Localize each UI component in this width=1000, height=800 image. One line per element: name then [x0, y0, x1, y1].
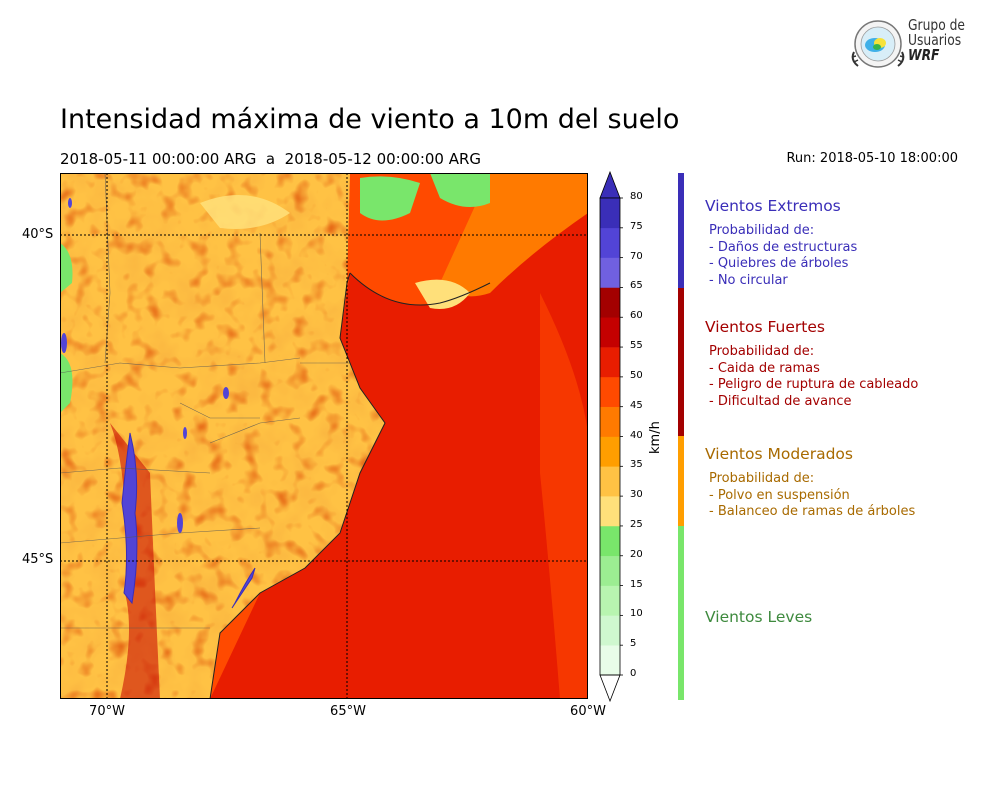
colorbar-tick-label: 65 — [630, 280, 643, 292]
colorbar-segment — [600, 436, 620, 467]
category-line: - Daños de estructuras — [709, 240, 858, 255]
category-line: Probabilidad de: — [709, 344, 815, 359]
logo-text: Grupo de Usuarios WRF — [908, 18, 965, 63]
category-line: - Peligro de ruptura de cableado — [709, 377, 919, 392]
colorbar-segment — [600, 317, 620, 348]
low-wind-area-coast — [415, 279, 470, 309]
colorbar — [599, 170, 623, 703]
colorbar-segment — [600, 496, 620, 527]
colorbar-tick-label: 40 — [630, 429, 643, 441]
colorbar-segment — [600, 376, 620, 407]
category-title-extremos: Vientos Extremos — [705, 197, 841, 215]
low-wind-area-north — [360, 176, 420, 221]
extreme-wind-coast — [231, 567, 256, 609]
colorbar-segment — [600, 555, 620, 586]
ocean-area — [210, 193, 588, 699]
colorbar-over-arrow — [599, 170, 621, 199]
lon-label-65w: 65°W — [330, 704, 366, 719]
band-leves — [678, 526, 684, 700]
category-title-moderados: Vientos Moderados — [705, 445, 853, 463]
lon-label-70w: 70°W — [89, 704, 125, 719]
coastline — [209, 272, 491, 699]
category-line: - Quiebres de árboles — [709, 256, 849, 271]
category-title-leves: Vientos Leves — [705, 608, 813, 626]
date-range: 2018-05-11 00:00:00 ARG a 2018-05-12 00:… — [60, 150, 482, 168]
logo-line-3: WRF — [908, 46, 940, 64]
band-fuertes — [678, 288, 684, 436]
colorbar-tick-label: 25 — [630, 518, 643, 530]
run-timestamp: Run: 2018-05-10 18:00:00 — [786, 151, 958, 166]
province-borders — [60, 173, 350, 629]
colorbar-tick-label: 10 — [630, 608, 643, 620]
wrf-logo-icon — [851, 20, 905, 68]
low-wind-area-northeast — [430, 173, 490, 207]
category-line: Probabilidad de: — [709, 471, 815, 486]
colorbar-segment — [600, 406, 620, 437]
extreme-wind-spot — [223, 387, 229, 399]
colorbar-segment — [600, 227, 620, 258]
colorbar-tick-label: 35 — [630, 459, 643, 471]
band-moderados — [678, 436, 684, 526]
ocean-east-strip — [540, 293, 588, 699]
extreme-wind-spot — [68, 198, 72, 208]
map-frame — [60, 173, 588, 699]
colorbar-tick-label: 20 — [630, 548, 643, 560]
colorbar-segment — [600, 347, 620, 378]
category-title-fuertes: Vientos Fuertes — [705, 318, 825, 336]
extreme-wind-spot — [177, 513, 183, 533]
band-extremos — [678, 173, 684, 288]
colorbar-tick-label: 5 — [630, 638, 637, 650]
colorbar-tick-label: 60 — [630, 310, 643, 322]
colorbar-segment — [600, 287, 620, 318]
lon-label-60w: 60°W — [570, 704, 606, 719]
colorbar-tick-label: 30 — [630, 489, 643, 501]
logo-line-1: Grupo de — [908, 16, 966, 34]
graticule — [60, 173, 588, 699]
extreme-wind-spot — [183, 427, 187, 439]
colorbar-tick-label: 70 — [630, 250, 643, 262]
colorbar-tick-label: 50 — [630, 369, 643, 381]
colorbar-tick-label: 55 — [630, 340, 643, 352]
colorbar-tick-label: 80 — [630, 191, 643, 202]
category-line: - No circular — [709, 273, 788, 288]
low-wind-area-west — [60, 243, 73, 413]
map-title: Intensidad máxima de viento a 10m del su… — [60, 104, 680, 135]
colorbar-tick-label: 45 — [630, 399, 643, 411]
lat-label-45s: 45°S — [22, 552, 54, 567]
colorbar-tick-label: 15 — [630, 578, 643, 590]
colorbar-segment — [600, 257, 620, 288]
category-line: Probabilidad de: — [709, 223, 815, 238]
colorbar-tick-label: 0 — [630, 668, 637, 679]
colorbar-segment — [600, 198, 620, 229]
colorbar-under-arrow — [599, 674, 621, 703]
category-line: - Caida de ramas — [709, 361, 820, 376]
lat-label-40s: 40°S — [22, 227, 54, 242]
colorbar-unit: km/h — [648, 421, 663, 454]
low-wind-area-center — [200, 195, 290, 229]
extreme-wind-spot — [61, 333, 67, 353]
colorbar-segment — [600, 466, 620, 497]
category-line: - Dificultad de avance — [709, 394, 852, 409]
logo-line-2: Usuarios — [908, 31, 962, 49]
category-line: - Balanceo de ramas de árboles — [709, 504, 916, 519]
category-line: - Polvo en suspensión — [709, 488, 850, 503]
colorbar-tick-label: 75 — [630, 220, 643, 232]
colorbar-segment — [600, 645, 620, 676]
colorbar-segment — [600, 585, 620, 616]
wind-map — [60, 173, 588, 699]
colorbar-segment — [600, 525, 620, 557]
colorbar-segment — [600, 615, 620, 646]
